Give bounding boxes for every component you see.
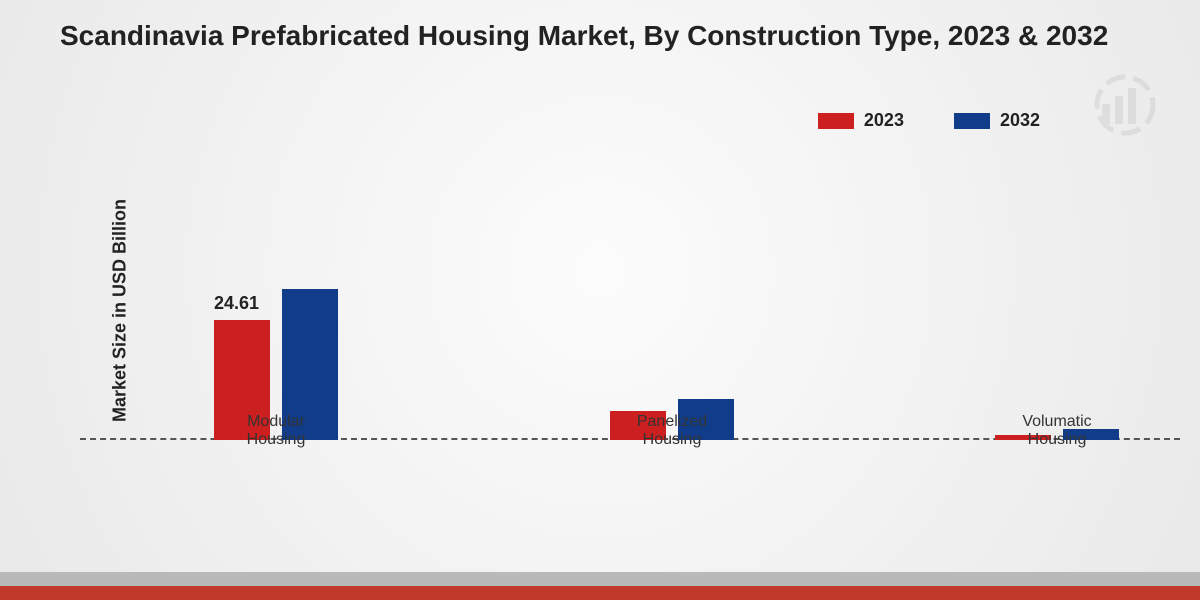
legend-swatch-2023 bbox=[818, 113, 854, 129]
bar-group-modular: 24.61 Modular Housing bbox=[146, 120, 406, 440]
legend-label-2023: 2023 bbox=[864, 110, 904, 131]
legend-item-2023: 2023 bbox=[818, 110, 904, 131]
category-label-volumatic: Volumatic Housing bbox=[927, 413, 1187, 450]
category-label-line1: Volumatic bbox=[1022, 413, 1091, 430]
chart-canvas: Scandinavia Prefabricated Housing Market… bbox=[0, 0, 1200, 600]
chart-title: Scandinavia Prefabricated Housing Market… bbox=[60, 20, 1200, 52]
plot-area: 24.61 Modular Housing Panelized Housing … bbox=[80, 160, 1180, 480]
category-label-line2: Housing bbox=[1028, 431, 1087, 448]
category-label-line2: Housing bbox=[643, 431, 702, 448]
category-label-line2: Housing bbox=[247, 431, 306, 448]
category-label-modular: Modular Housing bbox=[146, 413, 406, 450]
footer-stripe bbox=[0, 572, 1200, 600]
footer-stripe-top bbox=[0, 572, 1200, 586]
category-label-line1: Modular bbox=[247, 413, 305, 430]
bar-group-volumatic: Volumatic Housing bbox=[927, 120, 1187, 440]
value-label-modular-2023: 24.61 bbox=[214, 293, 259, 314]
footer-stripe-bottom bbox=[0, 586, 1200, 600]
bar-group-panelized: Panelized Housing bbox=[542, 120, 802, 440]
category-label-panelized: Panelized Housing bbox=[542, 413, 802, 450]
category-label-line1: Panelized bbox=[637, 413, 707, 430]
